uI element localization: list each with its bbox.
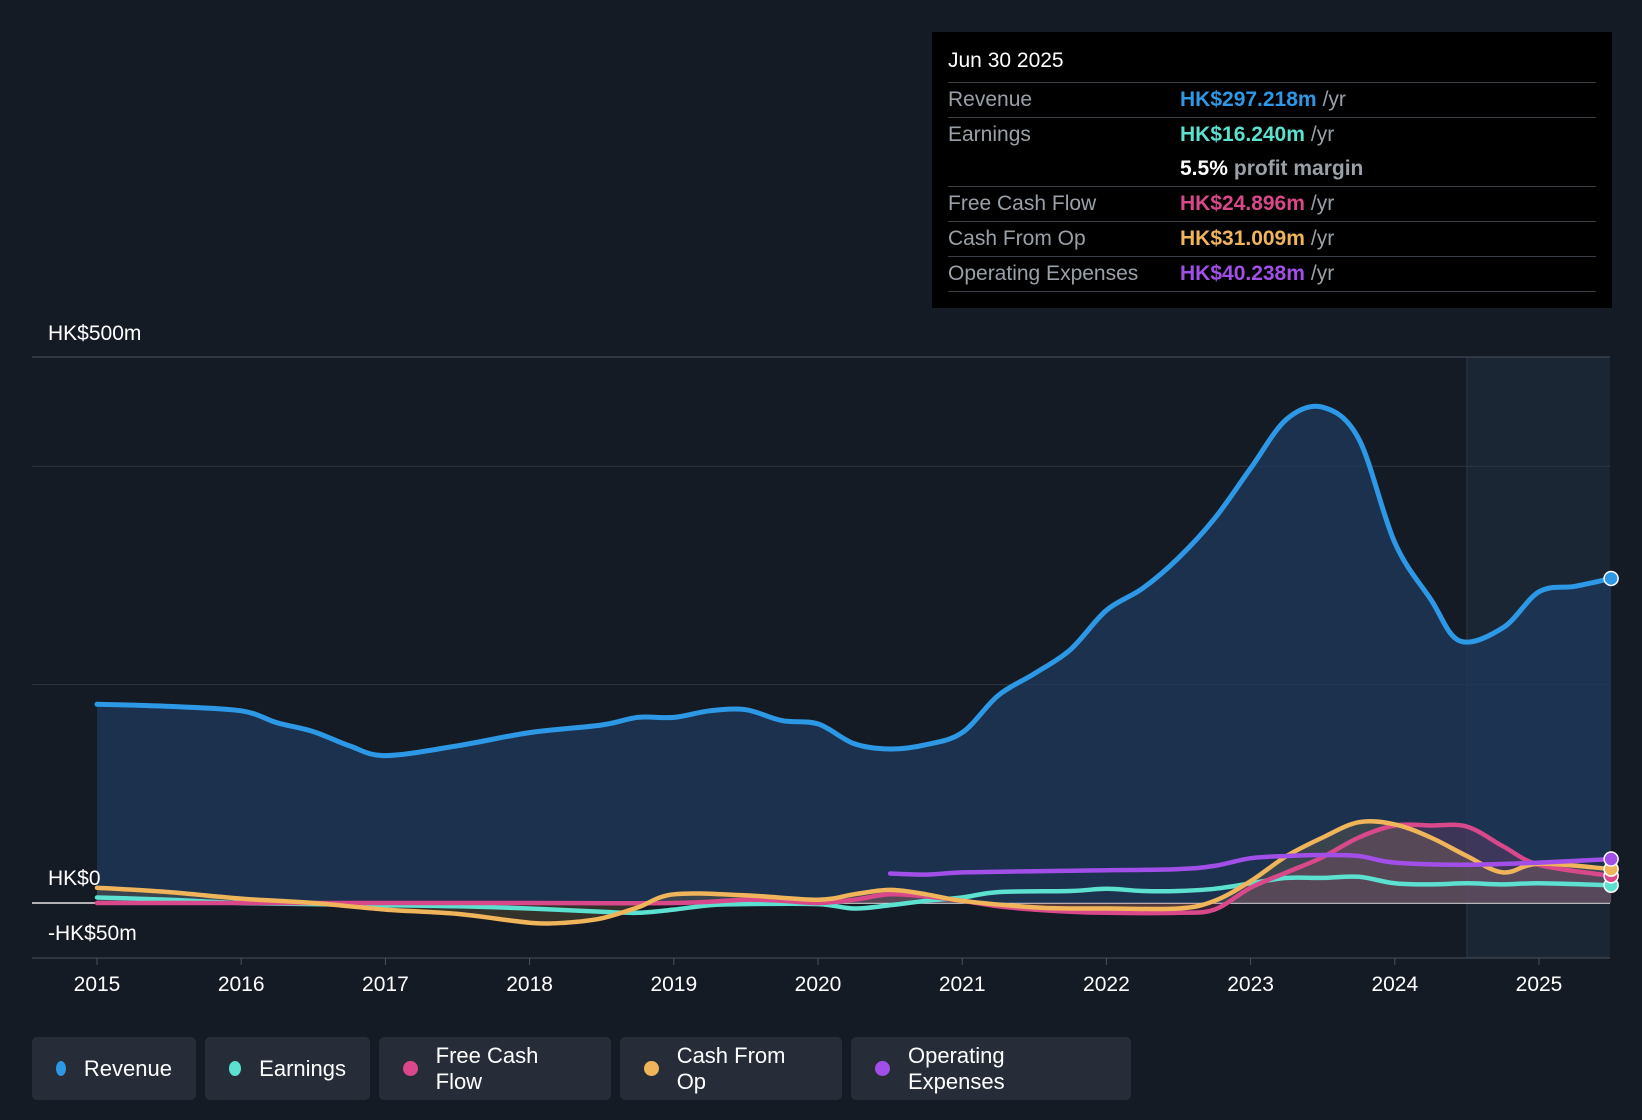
tooltip-label: Free Cash Flow [948,192,1097,215]
x-tick-label: 2018 [506,973,553,996]
tooltip-row-cash-from-op: Cash From Op HK$31.009m /yr [948,222,1596,257]
legend-item-free-cash-flow[interactable]: Free Cash Flow [379,1037,611,1100]
x-tick-label: 2022 [1083,973,1130,996]
revenue-area [97,406,1612,903]
series-lines [94,403,1614,926]
x-tick-label: 2021 [939,973,986,996]
x-tick-label: 2019 [650,973,697,996]
legend-item-cash-from-op[interactable]: Cash From Op [620,1037,842,1100]
tooltip-label: Revenue [948,88,1033,111]
revenue-endpoint [1603,570,1619,587]
tooltip-value: HK$24.896m [1180,192,1305,215]
y-label-bottom: -HK$50m [48,922,137,945]
legend-item-revenue[interactable]: Revenue [32,1037,196,1100]
free-cash-flow-dot-icon [403,1061,418,1076]
legend-label: Free Cash Flow [435,1042,539,1094]
operating-expenses-endpoint [1603,851,1619,867]
tooltip-value: HK$31.009m [1180,227,1305,250]
legend-label: Cash From Op [676,1042,786,1094]
tooltip-row-operating-expenses: Operating Expenses HK$40.238m /yr [948,257,1596,292]
tooltip-value: HK$16.240m [1180,123,1305,146]
tooltip-unit: profit margin [1233,157,1364,180]
revenue-line [94,403,1614,759]
tooltip-row-profit-margin: 5.5% profit margin [948,152,1596,187]
x-tick-label: 2025 [1516,973,1563,996]
x-tick-label: 2017 [362,973,409,996]
tooltip-date: Jun 30 2025 [948,46,1596,83]
cash-from-op-line [94,818,1614,926]
tooltip-unit: /yr [1310,192,1335,215]
tooltip-unit: /yr [1310,123,1335,146]
legend-label: Operating Expenses [907,1042,1005,1094]
x-tick-label: 2020 [795,973,842,996]
cash-from-op-dot-icon [644,1061,659,1076]
tooltip: Jun 30 2025 Revenue HK$297.218m /yr Earn… [932,32,1612,308]
legend-item-earnings[interactable]: Earnings [205,1037,370,1100]
legend-item-operating-expenses[interactable]: Operating Expenses [851,1037,1131,1100]
y-label-top: HK$500m [48,322,141,345]
free-cash-flow-area [97,824,1612,914]
tooltip-unit: /yr [1310,227,1335,250]
tooltip-row-free-cash-flow: Free Cash Flow HK$24.896m /yr [948,187,1596,222]
series-fills [97,406,1612,924]
series-endpoints [1603,570,1619,894]
revenue-dot-icon [56,1061,66,1076]
tooltip-label: Operating Expenses [948,262,1139,285]
x-tick-label: 2023 [1227,973,1274,996]
operating-expenses-dot-icon [875,1061,890,1076]
x-tick-label: 2024 [1371,973,1418,996]
legend-label: Revenue [83,1055,172,1081]
y-label-zero: HK$0 [48,867,101,890]
tooltip-unit: /yr [1322,88,1346,111]
tooltip-value: HK$40.238m [1180,262,1305,285]
legend: Revenue Earnings Free Cash Flow Cash Fro… [32,1037,1131,1100]
tooltip-unit: /yr [1310,262,1335,285]
x-tick-label: 2016 [218,973,265,996]
x-axis: 2015 2016 2017 2018 2019 2020 2021 2022 2023 2024… [74,958,1563,996]
tooltip-row-earnings: Earnings HK$16.240m /yr [948,118,1596,152]
legend-label: Earnings [259,1055,346,1081]
tooltip-value: HK$297.218m [1180,88,1317,111]
tooltip-label: Cash From Op [948,227,1086,250]
earnings-dot-icon [229,1061,242,1076]
tooltip-label: Earnings [948,123,1031,146]
tooltip-row-revenue: Revenue HK$297.218m /yr [948,83,1596,118]
operating-expenses-line [887,852,1614,877]
tooltip-label [948,152,1180,186]
tooltip-value: 5.5% [1180,157,1228,180]
x-tick-label: 2015 [74,973,121,996]
